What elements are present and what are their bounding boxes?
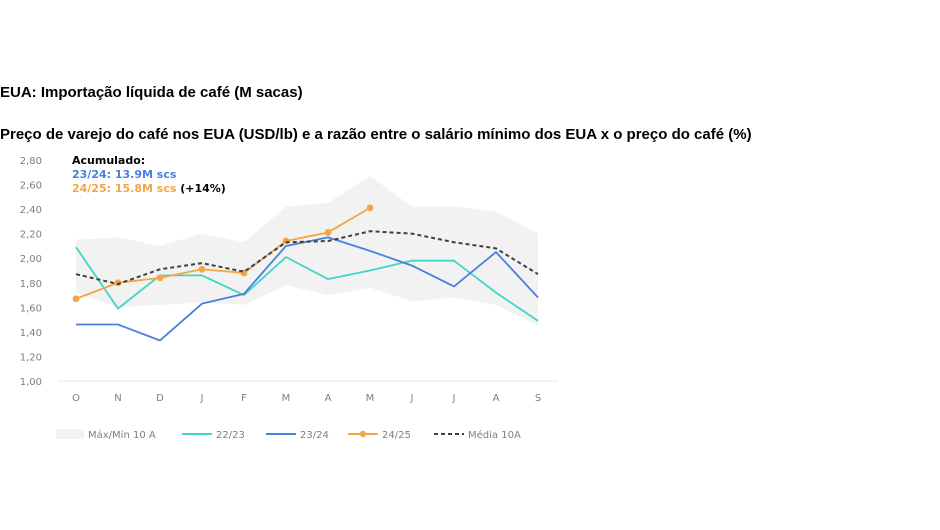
point-24-25: [156, 274, 164, 282]
heading-import: EUA: Importação líquida de café (M sacas…: [0, 84, 303, 101]
series-line-m-dia-10a: [75, 230, 539, 286]
x-tick-label: O: [72, 393, 80, 404]
point-24-25: [366, 204, 374, 212]
y-tick-label: 2,00: [20, 254, 42, 265]
y-tick-label: 1,80: [20, 279, 42, 290]
point-24-25: [282, 237, 290, 245]
point-24-25: [114, 279, 122, 287]
legend-label-22-23: 22/23: [216, 430, 245, 441]
x-tick-label: J: [452, 393, 456, 404]
x-tick-label: J: [200, 393, 204, 404]
legend-label-24-25: 24/25: [382, 430, 411, 441]
point-24-25: [198, 265, 206, 273]
minmax-band: [76, 175, 538, 326]
y-tick-label: 2,40: [20, 205, 42, 216]
x-tick-label: A: [493, 393, 500, 404]
point-24-25: [72, 295, 80, 303]
x-tick-label: S: [535, 393, 541, 404]
legend-label-m-dia-10a: Média 10A: [468, 429, 521, 441]
legend-label-band: Máx/Mín 10 A: [88, 429, 156, 441]
x-tick-label: D: [156, 393, 164, 404]
annotation-line-2425-main: 24/25: 15.8M scs: [72, 182, 177, 195]
y-tick-label: 1,60: [20, 303, 42, 314]
annotation-line-2425: 24/25: 15.8M scs (+14%): [72, 182, 226, 195]
legend-swatch-band: [56, 429, 84, 439]
legend-marker-24-25: [359, 430, 367, 438]
x-tick-label: A: [325, 393, 332, 404]
x-tick-label: N: [114, 393, 121, 404]
y-tick-label: 1,20: [20, 352, 42, 363]
legend-label-23-24: 23/24: [300, 430, 329, 441]
y-tick-label: 1,40: [20, 328, 42, 339]
chart-heading: Preço de varejo do café nos EUA (USD/lb)…: [0, 126, 752, 143]
y-tick-label: 2,60: [20, 181, 42, 192]
series-line-22-23: [75, 246, 539, 322]
annotation-line-2425-change: (+14%): [176, 182, 225, 195]
x-tick-label: M: [282, 393, 291, 404]
point-24-25: [324, 229, 332, 236]
x-tick-label: F: [241, 393, 247, 404]
annotation-title: Acumulado:: [72, 154, 145, 167]
x-tick-label: M: [366, 393, 375, 404]
y-tick-label: 2,80: [20, 156, 42, 167]
x-tick-label: J: [410, 393, 414, 404]
y-tick-label: 2,20: [20, 230, 42, 241]
y-tick-label: 1,00: [20, 377, 42, 388]
chart: 1,00 1,20 1,40 1,60 1,80 2,00 2,20 2,40 2,60 2,80…: [20, 154, 558, 441]
annotation-line-2324: 23/24: 13.9M scs: [72, 168, 177, 181]
